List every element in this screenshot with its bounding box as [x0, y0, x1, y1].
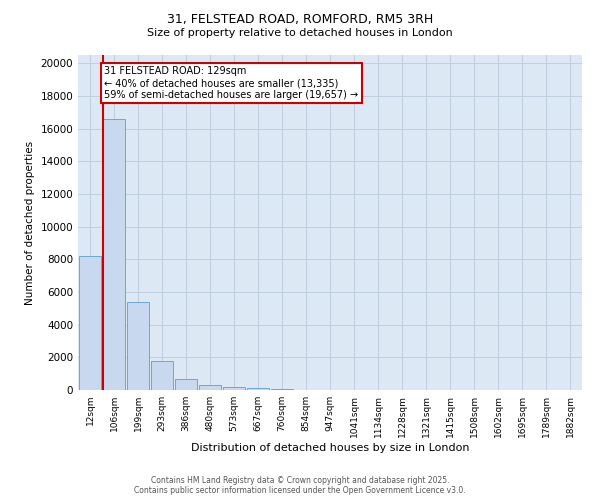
Bar — [223, 386, 245, 390]
Bar — [127, 302, 149, 390]
Bar — [103, 118, 125, 390]
Bar — [199, 385, 221, 390]
Text: 31, FELSTEAD ROAD, ROMFORD, RM5 3RH: 31, FELSTEAD ROAD, ROMFORD, RM5 3RH — [167, 12, 433, 26]
Text: Size of property relative to detached houses in London: Size of property relative to detached ho… — [147, 28, 453, 38]
Bar — [271, 389, 293, 390]
Bar — [247, 388, 269, 390]
Bar — [151, 360, 173, 390]
Text: Contains HM Land Registry data © Crown copyright and database right 2025.
Contai: Contains HM Land Registry data © Crown c… — [134, 476, 466, 495]
X-axis label: Distribution of detached houses by size in London: Distribution of detached houses by size … — [191, 442, 469, 452]
Y-axis label: Number of detached properties: Number of detached properties — [25, 140, 35, 304]
Bar — [79, 256, 101, 390]
Bar — [175, 378, 197, 390]
Text: 31 FELSTEAD ROAD: 129sqm
← 40% of detached houses are smaller (13,335)
59% of se: 31 FELSTEAD ROAD: 129sqm ← 40% of detach… — [104, 66, 359, 100]
